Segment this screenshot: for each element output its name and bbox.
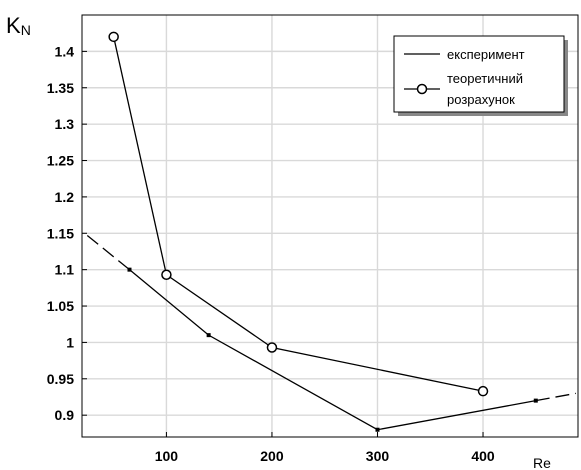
series-experiment-extrapolation-left <box>86 234 130 271</box>
x-tick-label: 400 <box>471 448 495 464</box>
legend: експеримент теоретичний розрахунок <box>393 35 568 116</box>
plot-area-frame <box>81 14 579 438</box>
y-tick-label: 1.3 <box>55 116 75 132</box>
y-tick-label: 1.4 <box>55 43 75 59</box>
legend-label-experiment: експеримент <box>447 47 525 62</box>
legend-label-theoretical-line1: теоретичний <box>447 71 523 86</box>
x-axis-label: Re <box>533 455 551 470</box>
series-theoretical-point <box>161 269 172 280</box>
x-tick-label: 100 <box>155 448 179 464</box>
y-axis-label-sub: N <box>21 22 31 38</box>
series-experiment-extrapolation-right <box>535 392 577 402</box>
series-theoretical-point <box>266 342 278 353</box>
y-axis-ticks: 0.9 0.95 1 1.05 1.1 1.15 1.2 1.25 1.3 1.35 1.4 <box>47 43 87 423</box>
series-theoretical-point <box>477 385 489 397</box>
series-theoretical-point <box>108 31 119 43</box>
x-tick-label: 300 <box>366 448 390 464</box>
series-experiment <box>86 234 577 432</box>
series-theoretical <box>108 31 489 397</box>
series-experiment-point <box>533 398 538 403</box>
y-tick-label: 1.2 <box>55 189 75 205</box>
series-theoretical-line <box>113 36 484 392</box>
y-tick-label: 1.35 <box>47 80 74 96</box>
series-experiment-point <box>375 427 380 432</box>
y-tick-label: 0.9 <box>55 407 75 423</box>
series-experiment-point <box>127 267 132 272</box>
y-tick-label: 1.1 <box>55 262 75 278</box>
y-axis-label: KN <box>6 13 31 38</box>
y-tick-label: 1 <box>66 334 74 350</box>
x-tick-label: 200 <box>260 448 284 464</box>
y-tick-label: 1.15 <box>47 225 74 241</box>
y-tick-label: 1.25 <box>47 153 74 169</box>
legend-swatch-theoretical-marker <box>416 83 428 95</box>
legend-box <box>393 35 565 113</box>
y-axis-label-main: K <box>6 13 21 38</box>
y-tick-label: 0.95 <box>47 371 74 387</box>
x-axis-ticks: 100 200 300 400 <box>155 432 495 464</box>
y-tick-label: 1.05 <box>47 298 74 314</box>
series-experiment-point <box>206 333 211 338</box>
legend-label-theoretical-line2: розрахунок <box>447 92 515 107</box>
series-experiment-line <box>129 269 536 431</box>
